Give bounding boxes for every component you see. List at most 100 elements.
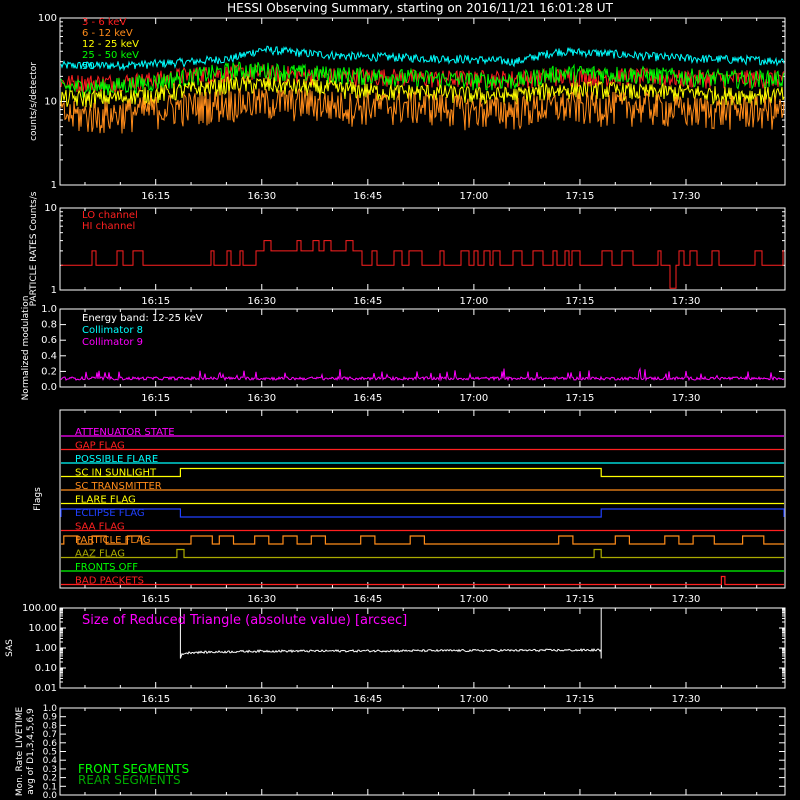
livetime-ytick-label: 0.7	[43, 730, 57, 740]
livetime-ytick-label: 0.0	[43, 791, 58, 800]
hi-channel-line	[61, 240, 784, 289]
flag-line-sc-in-sunlight	[61, 467, 784, 478]
flag-line-particle-flag	[61, 535, 784, 545]
flags-xtick-label: 16:15	[141, 594, 170, 605]
sas-xtick-label: 16:15	[141, 694, 170, 705]
flags-frame	[59, 409, 786, 589]
sas-xtick-label: 17:15	[566, 694, 595, 705]
particle-rates-frame	[59, 207, 786, 291]
count-rates-xtick-label: 16:15	[141, 191, 170, 202]
legend-front-segments: FRONT SEGMENTS	[78, 762, 189, 776]
series-6-12-kev-line	[60, 87, 785, 134]
sas-annotation: Size of Reduced Triangle (absolute value…	[82, 613, 407, 628]
series-50-line	[60, 45, 785, 72]
particle-rates-xtick-label: 17:00	[459, 296, 488, 307]
livetime-ytick-label: 1.0	[43, 704, 58, 714]
count-rates-ylabel: counts/s/detector	[29, 62, 39, 141]
sas-xtick-label: 17:30	[672, 694, 701, 705]
count-rates-xtick-label: 17:00	[459, 191, 488, 202]
flag-label-sc-in-sunlight: SC IN SUNLIGHT	[75, 468, 157, 479]
flag-label-gap-flag: GAP FLAG	[75, 441, 125, 452]
modulation-xtick-label: 16:30	[247, 393, 276, 404]
particle-rates-xtick-label: 16:15	[141, 296, 170, 307]
flags-xtick-label: 16:45	[353, 594, 382, 605]
particle-rates-xtick-label: 17:15	[566, 296, 595, 307]
legend-collimator-8: Collimator 8	[82, 325, 143, 336]
modulation-annotation: Energy band: 12-25 keV	[82, 313, 203, 324]
particle-rates-xtick-label: 16:30	[247, 296, 276, 307]
reduced-triangle-line	[179, 608, 602, 659]
sas-xtick-label: 17:00	[459, 694, 488, 705]
sas-ytick-label: 10.00	[28, 623, 57, 634]
particle-rates-xtick-label: 16:45	[353, 296, 382, 307]
modulation-xtick-label: 17:00	[459, 393, 488, 404]
modulation-ytick-label: 1.0	[41, 304, 57, 315]
sas-ytick-label: 1.00	[35, 643, 57, 654]
flag-label-sc-transmitter: SC TRANSMITTER	[75, 481, 162, 492]
legend-rear-segments: REAR SEGMENTS	[78, 773, 181, 787]
legend-3: 25 - 50 keV	[82, 50, 139, 61]
count-rates-ytick-label: 1	[51, 180, 57, 191]
legend-0: 3 - 6 keV	[82, 17, 126, 28]
modulation-xtick-label: 16:45	[353, 393, 382, 404]
flag-label-eclipse-flag: ECLIPSE FLAG	[75, 508, 145, 519]
livetime-ytick-label: 0.8	[43, 721, 58, 731]
legend-collimator-9: Collimator 9	[82, 337, 143, 348]
livetime-ytick-label: 0.3	[43, 765, 57, 775]
flag-label-possible-flare: POSSIBLE FLARE	[75, 454, 158, 465]
modulation-xtick-label: 17:30	[672, 393, 701, 404]
flag-label-aaz-flag: AAZ FLAG	[75, 549, 125, 560]
count-rates-ytick-label: 100	[38, 13, 57, 24]
legend-2: 12 - 25 keV	[82, 39, 139, 50]
flags-ylabel: Flags	[33, 487, 43, 511]
count-rates-xtick-label: 17:15	[566, 191, 595, 202]
modulation-frame	[59, 308, 786, 388]
legend-hi-channel: HI channel	[82, 221, 135, 232]
livetime-ylabel-1: Mon. Rate LIVETIME	[15, 707, 25, 797]
legend-4: 50	[82, 61, 95, 72]
count-rates-xtick-label: 16:45	[353, 191, 382, 202]
modulation-ytick-label: 0.0	[41, 382, 57, 393]
flag-line-eclipse-flag	[60, 508, 785, 518]
flag-line-aaz-flag	[61, 548, 784, 559]
sas-xtick-label: 16:45	[353, 694, 382, 705]
particle-rates-ytick-label: 10	[44, 203, 57, 214]
modulation-ytick-label: 0.8	[41, 320, 57, 331]
collimator-9-line	[60, 366, 785, 382]
sas-xtick-label: 16:30	[247, 694, 276, 705]
livetime-ytick-label: 0.4	[43, 756, 58, 766]
modulation-ytick-label: 0.6	[41, 335, 57, 346]
count-rates-xtick-label: 17:30	[672, 191, 701, 202]
flags-xtick-label: 17:15	[566, 594, 595, 605]
count-rates-xtick-label: 16:30	[247, 191, 276, 202]
flag-label-attenuator-state: ATTENUATOR STATE	[75, 427, 175, 438]
modulation-xtick-label: 17:15	[566, 393, 595, 404]
sas-ytick-label: 100.00	[22, 603, 57, 614]
flag-label-flare-flag: FLARE FLAG	[75, 495, 136, 506]
legend-lo-channel: LO channel	[82, 210, 138, 221]
flag-label-saa-flag: SAA FLAG	[75, 522, 125, 533]
livetime-ytick-label: 0.1	[43, 782, 57, 792]
livetime-ylabel-2: avg of D1,3,4,5,6,9	[26, 708, 36, 795]
flags-xtick-label: 16:30	[247, 594, 276, 605]
flag-label-particle-flag: PARTICLE FLAG	[75, 535, 151, 546]
flags-xtick-label: 17:00	[459, 594, 488, 605]
livetime-ytick-label: 0.5	[43, 748, 57, 758]
flag-label-fronts-off: FRONTS OFF	[75, 562, 138, 573]
series-25-50-kev-line	[60, 61, 785, 98]
livetime-ytick-label: 0.9	[43, 713, 58, 723]
sas-ytick-label: 0.01	[35, 683, 57, 694]
figure-title: HESSI Observing Summary, starting on 201…	[227, 1, 613, 15]
modulation-ytick-label: 0.2	[41, 366, 57, 377]
series-3-6-kev-line	[60, 63, 785, 94]
particle-rates-ylabel: PARTICLE RATES Counts/s	[29, 191, 39, 306]
flag-label-bad-packets: BAD PACKETS	[75, 576, 144, 587]
legend-1: 6 - 12 keV	[82, 28, 133, 39]
modulation-ytick-label: 0.4	[41, 351, 57, 362]
particle-rates-xtick-label: 17:30	[672, 296, 701, 307]
particle-rates-ytick-label: 1	[51, 285, 57, 296]
livetime-ytick-label: 0.6	[43, 739, 58, 749]
modulation-xtick-label: 16:15	[141, 393, 170, 404]
sas-ylabel: SAS	[5, 639, 15, 657]
